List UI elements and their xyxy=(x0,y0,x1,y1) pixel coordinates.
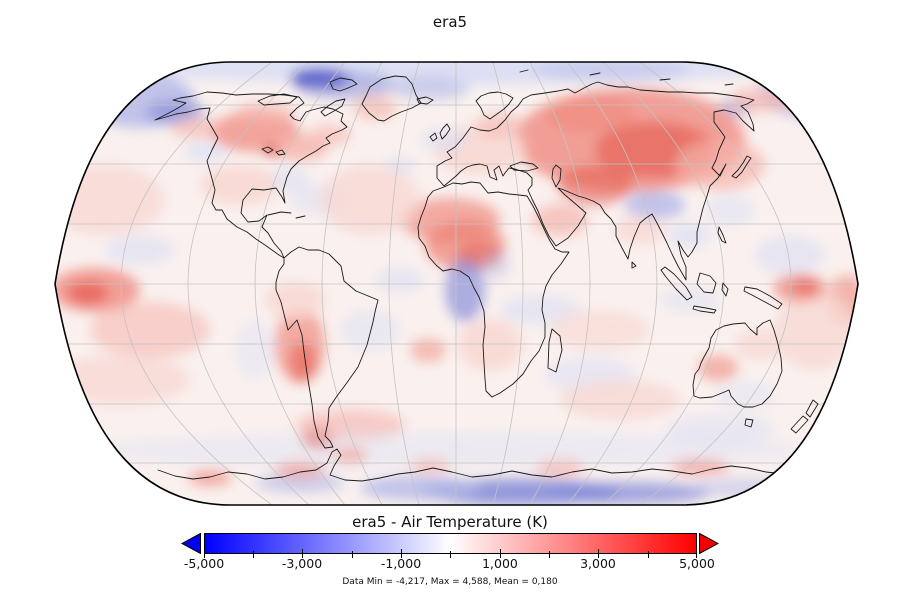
map-outline xyxy=(54,61,859,506)
colorbar-tick-label: 1,000 xyxy=(482,556,518,571)
colorbar-tick-label: -3,000 xyxy=(281,556,323,571)
colorbar-stats: Data Min = -4,217, Max = 4,588, Mean = 0… xyxy=(342,577,558,587)
colorbar-tick xyxy=(500,549,501,558)
colorbar-tick-label: 5,000 xyxy=(679,556,715,571)
colorbar-tick xyxy=(302,549,303,558)
colorbar-title: era5 - Air Temperature (K) xyxy=(352,513,548,531)
colorbar-tick xyxy=(648,551,649,558)
colorbar-tick xyxy=(450,551,451,558)
colorbar-tick xyxy=(204,549,205,558)
colorbar-tick xyxy=(352,551,353,558)
colorbar-tick xyxy=(253,551,254,558)
colorbar-tick-label: 3,000 xyxy=(580,556,616,571)
plot-title: era5 xyxy=(432,13,468,31)
anomaly-field xyxy=(55,62,858,505)
colorbar-tick-label: -5,000 xyxy=(183,556,225,571)
coastlines xyxy=(154,69,844,482)
colorbar-extend-left-icon xyxy=(181,533,201,554)
colorbar-tick xyxy=(549,551,550,558)
colorbar-tick-label: -1,000 xyxy=(380,556,422,571)
colorbar-extend-right-icon xyxy=(699,533,719,554)
colorbar-tick xyxy=(598,549,599,558)
colorbar-tick xyxy=(401,549,402,558)
colorbar-tick xyxy=(696,549,697,558)
